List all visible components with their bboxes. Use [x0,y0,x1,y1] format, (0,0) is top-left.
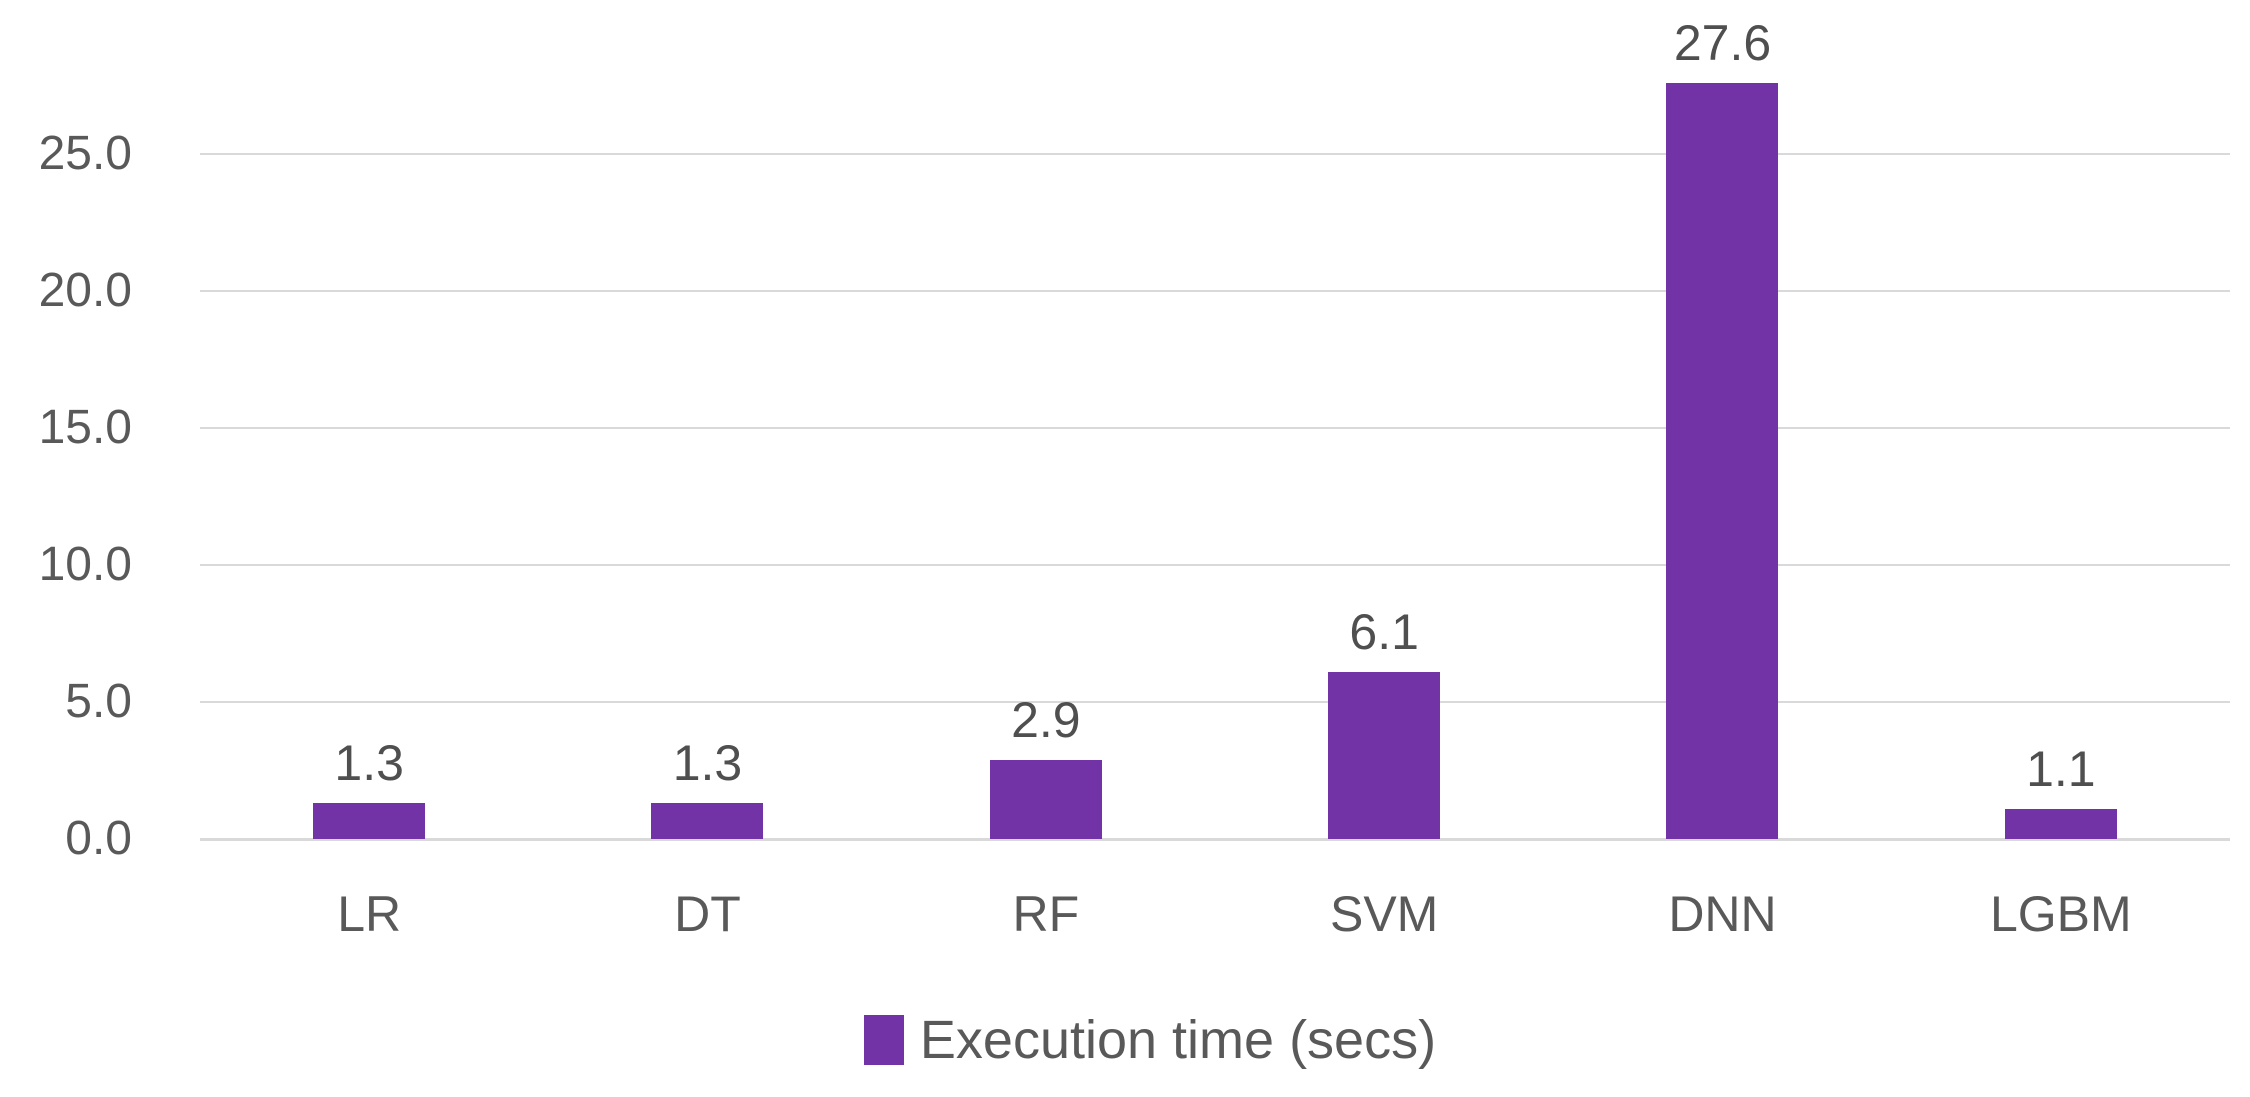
y-axis-tick-label: 25.0 [38,127,132,180]
y-axis-tick-label: 10.0 [38,538,132,591]
gridline [200,153,2230,155]
gridline [200,290,2230,292]
bar-value-label: 6.1 [1349,603,1419,660]
x-axis-label: SVM [1329,886,1439,942]
legend-label: Execution time (secs) [919,1010,1437,1070]
gridline [200,564,2230,566]
bar-lr [313,803,426,839]
x-axis-label: DT [674,886,741,942]
bar-dt [651,803,764,839]
bar-slot: 1.1 LGBM [1892,0,2230,1097]
bar-slot: 1.3 DT [538,0,876,1097]
gridline [200,838,2230,841]
x-axis-label: RF [1012,886,1080,942]
x-axis-label: DNN [1668,886,1777,942]
bar-value-label: 1.1 [2026,740,2096,797]
bar-value-label: 1.3 [672,735,743,792]
bar-value-label: 2.9 [1011,691,1081,748]
x-axis-label: LGBM [1989,886,2132,942]
gridline [200,701,2230,703]
bar-value-label: 27.6 [1673,14,1772,71]
bar-value-label: 1.3 [334,735,404,792]
legend: Execution time (secs) [25,1012,2250,1068]
legend-swatch [863,1015,904,1065]
bar-slot: 1.3 LR [200,0,538,1097]
bar-slot: 6.1 SVM [1215,0,1553,1097]
y-axis-tick-label: 20.0 [38,264,132,317]
y-axis-tick-label: 0.0 [65,812,132,865]
bar-rf [989,759,1102,839]
bar-dnn [1666,82,1779,839]
gridline [200,427,2230,429]
bar-slot: 2.9 RF [877,0,1215,1097]
y-axis-tick-label: 5.0 [65,675,132,728]
y-axis-tick-label: 15.0 [38,401,132,454]
bar-svm [1328,671,1441,839]
x-axis-label: LR [337,886,402,942]
bar-slot: 27.6 DNN [1553,0,1891,1097]
bar-lgbm [2004,808,2117,839]
